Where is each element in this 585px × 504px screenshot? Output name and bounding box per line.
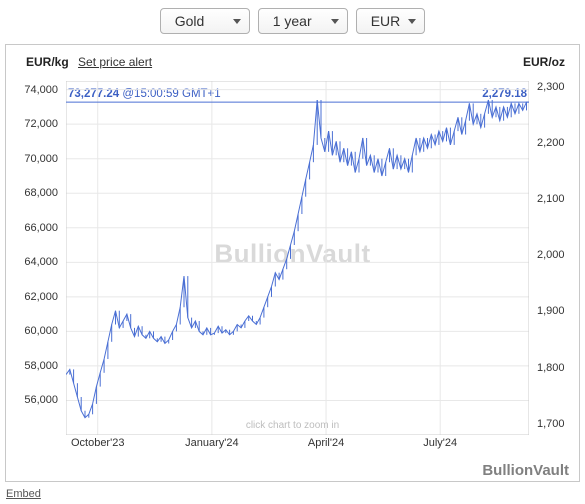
y-right-tick: 2,100: [537, 193, 565, 205]
period-dropdown-value: 1 year: [273, 13, 312, 29]
embed-link[interactable]: Embed: [6, 488, 41, 500]
y-left-tick: 60,000: [24, 325, 58, 337]
y-right-tick: 1,700: [537, 418, 565, 430]
left-unit-label: EUR/kg: [26, 55, 69, 69]
y-left-tick: 74,000: [24, 84, 58, 96]
brand-label: BullionVault: [482, 462, 569, 479]
y-left-tick: 66,000: [24, 222, 58, 234]
y-right-tick: 1,800: [537, 362, 565, 374]
metal-dropdown-value: Gold: [175, 13, 205, 29]
y-right-tick: 2,200: [537, 137, 565, 149]
y-axis-left: 56,000 58,000 60,000 62,000 64,000 66,000 68,0…: [6, 81, 64, 435]
right-unit-label: EUR/oz: [523, 55, 565, 69]
y-axis-right: 1,700 1,800 1,900 2,000 2,100 2,200 2,300: [531, 81, 579, 435]
y-left-tick: 72,000: [24, 118, 58, 130]
y-right-tick: 1,900: [537, 305, 565, 317]
currency-dropdown-value: EUR: [371, 13, 401, 29]
y-left-tick: 58,000: [24, 360, 58, 372]
x-tick: April'24: [308, 437, 344, 449]
x-tick: October'23: [71, 437, 124, 449]
metal-dropdown[interactable]: Gold: [160, 8, 250, 34]
x-tick: January'24: [185, 437, 238, 449]
chart-frame[interactable]: EUR/kg Set price alert EUR/oz 73,277.24 …: [5, 44, 580, 482]
y-right-tick: 2,300: [537, 81, 565, 93]
period-dropdown[interactable]: 1 year: [258, 8, 348, 34]
x-axis: October'23 January'24 April'24 July'24: [66, 437, 529, 453]
y-right-tick: 2,000: [537, 249, 565, 261]
y-left-tick: 68,000: [24, 187, 58, 199]
y-left-tick: 56,000: [24, 394, 58, 406]
set-price-alert-link[interactable]: Set price alert: [78, 55, 152, 69]
y-left-tick: 70,000: [24, 153, 58, 165]
y-left-tick: 64,000: [24, 256, 58, 268]
chart-plot-area[interactable]: [66, 81, 529, 435]
x-tick: July'24: [423, 437, 457, 449]
y-left-tick: 62,000: [24, 291, 58, 303]
left-unit-block: EUR/kg Set price alert: [26, 55, 152, 69]
currency-dropdown[interactable]: EUR: [356, 8, 426, 34]
